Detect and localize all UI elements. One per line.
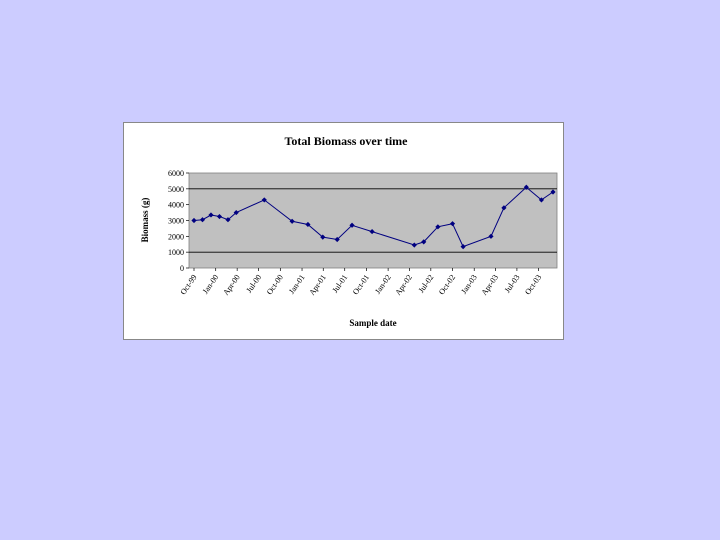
data-point bbox=[411, 242, 417, 248]
x-tick-label: Jul-03 bbox=[503, 273, 522, 295]
x-tick-label: Oct-99 bbox=[179, 273, 199, 296]
x-tick-label: Oct-02 bbox=[437, 273, 457, 296]
data-point bbox=[421, 239, 427, 245]
biomass-line-chart: Total Biomass over time 0 1000 2000 3000 400… bbox=[140, 134, 558, 328]
data-point bbox=[488, 233, 494, 239]
data-point bbox=[199, 217, 206, 223]
data-point bbox=[538, 197, 545, 203]
x-tick-label: Apr-02 bbox=[393, 273, 414, 297]
data-point bbox=[449, 221, 456, 227]
x-tick-label: Jan-03 bbox=[459, 273, 479, 296]
chart-title: Total Biomass over time bbox=[285, 134, 409, 148]
x-tick-label: Oct-00 bbox=[265, 273, 285, 296]
data-point bbox=[233, 209, 239, 216]
x-tick-label: Apr-01 bbox=[307, 273, 328, 297]
data-point bbox=[460, 244, 466, 250]
y-axis-label: Biomass (g) bbox=[140, 198, 150, 243]
data-point bbox=[261, 197, 267, 203]
x-tick-label: Jan-01 bbox=[287, 273, 307, 296]
series-layer bbox=[191, 184, 556, 250]
data-point bbox=[191, 217, 197, 224]
data-point bbox=[225, 217, 231, 223]
x-tick-label: Jul-02 bbox=[417, 273, 436, 295]
y-tick-label: 5000 bbox=[168, 185, 184, 194]
data-point bbox=[216, 213, 223, 220]
data-point bbox=[334, 236, 340, 243]
data-point bbox=[501, 205, 507, 211]
data-point bbox=[320, 234, 326, 240]
y-tick-label: 3000 bbox=[168, 217, 184, 226]
y-tick-label: 2000 bbox=[168, 232, 184, 241]
x-tick-label: Apr-03 bbox=[480, 273, 501, 297]
x-axis-label: Sample date bbox=[349, 318, 396, 328]
x-tick-label: Jul-00 bbox=[244, 273, 263, 295]
data-point bbox=[289, 218, 295, 224]
data-point bbox=[305, 221, 311, 228]
data-point bbox=[208, 212, 214, 218]
x-tick-label: Jul-01 bbox=[331, 273, 350, 295]
data-point bbox=[523, 184, 529, 190]
data-point bbox=[435, 224, 441, 230]
x-tick-label: Jan-02 bbox=[373, 273, 393, 296]
plot-area bbox=[188, 172, 558, 269]
y-tick-label: 1000 bbox=[168, 248, 184, 257]
y-tick-label: 6000 bbox=[168, 169, 184, 178]
y-tick-label: 4000 bbox=[168, 201, 184, 210]
x-tick-label: Jan-00 bbox=[201, 273, 221, 296]
y-tick-label: 0 bbox=[180, 264, 184, 273]
data-point bbox=[550, 189, 556, 195]
gridlines bbox=[189, 188, 557, 253]
x-tick-label: Apr-00 bbox=[221, 273, 242, 297]
x-tick-label: Oct-03 bbox=[523, 273, 543, 296]
x-tick-label: Oct-01 bbox=[351, 273, 371, 296]
y-axis-ticks: 0 1000 2000 3000 4000 5000 6000 bbox=[168, 169, 189, 273]
x-axis-ticks: Oct-99 Jan-00 Apr-00 Jul-00 Oct-00 Jan-01 Apr-… bbox=[179, 268, 543, 297]
chart-frame: Total Biomass over time 0 1000 2000 3000 400… bbox=[123, 122, 564, 340]
